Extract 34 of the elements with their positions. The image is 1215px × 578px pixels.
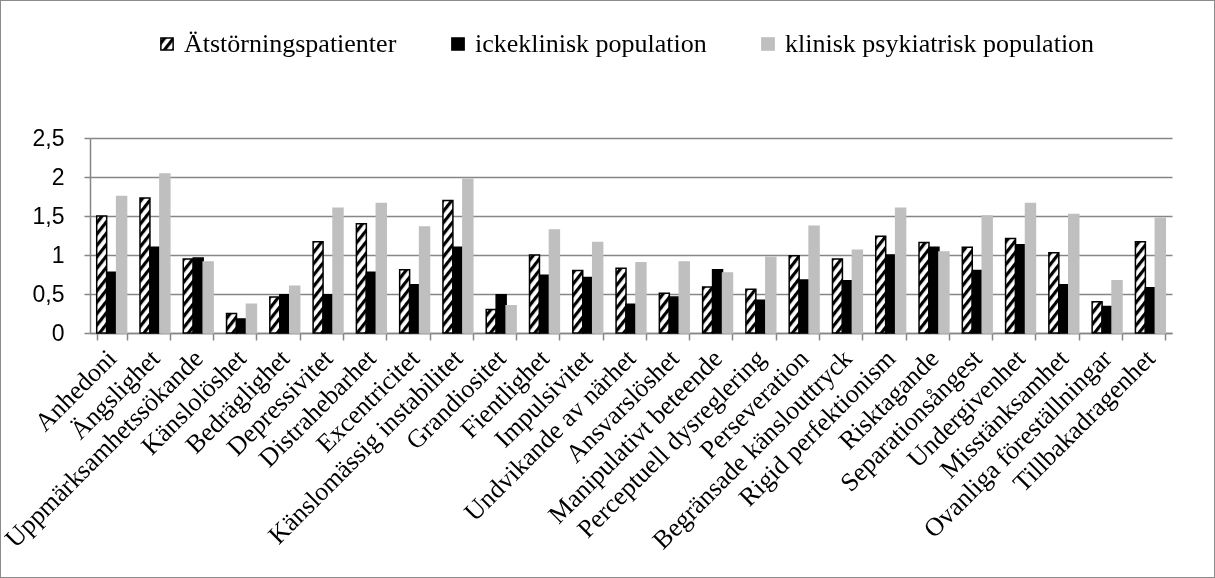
- bar: [202, 261, 214, 334]
- y-tick-label: 0: [51, 319, 65, 346]
- bar: [808, 225, 820, 334]
- bar: [765, 256, 777, 334]
- bar: [1111, 279, 1123, 334]
- bar: [635, 262, 647, 334]
- y-tick-label: 1: [51, 241, 65, 268]
- bar: [375, 202, 387, 334]
- bar: [894, 207, 907, 334]
- y-tick-label: 2: [51, 163, 65, 190]
- bar: [981, 215, 993, 334]
- bar: [721, 272, 734, 334]
- bar: [1154, 217, 1167, 334]
- bar: [159, 173, 171, 334]
- y-tick-label: 0,5: [32, 280, 65, 307]
- bar: [678, 261, 690, 334]
- bar: [115, 195, 128, 334]
- bar: [851, 249, 864, 334]
- bar: [1024, 202, 1037, 334]
- bar: [591, 241, 604, 334]
- y-tick-label: 2,5: [32, 124, 65, 151]
- bar: [288, 285, 301, 334]
- bar: [332, 207, 344, 334]
- bar: [418, 226, 431, 334]
- legend-label: Ätstörningspatienter: [184, 29, 397, 58]
- bar: [245, 303, 258, 334]
- bar: [938, 251, 950, 334]
- bar: [1068, 213, 1080, 334]
- bar: [505, 304, 517, 334]
- legend-label: klinisk psykiatrisk population: [785, 29, 1095, 58]
- y-tick-label: 1,5: [32, 202, 65, 229]
- bar: [462, 178, 474, 334]
- bar: [548, 229, 561, 334]
- legend-label: ickeklinisk population: [475, 29, 707, 58]
